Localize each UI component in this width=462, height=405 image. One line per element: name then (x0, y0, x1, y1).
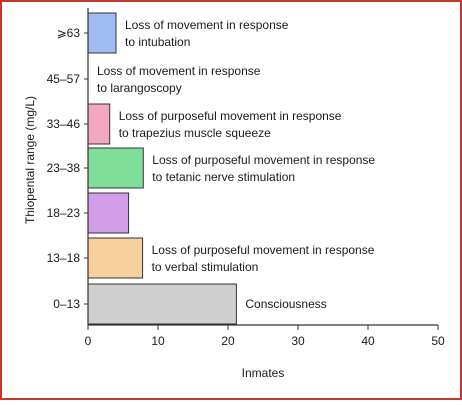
bar-0 (87, 283, 237, 325)
y-tick-label-6: ⩾63 (57, 26, 81, 40)
y-ticks-group: 0–13 13–18 18–23 23–38 33–46 45–57 ⩾63 (47, 26, 88, 311)
bar-4 (87, 103, 111, 145)
y-tick-label-5: 45–57 (47, 72, 81, 86)
annotation-5-line-0: Loss of movement in response (97, 64, 261, 78)
annotation-3-line-0: Loss of purposeful movement in response (152, 153, 375, 167)
annotation-5-line-1: to larangoscopy (97, 81, 182, 95)
annotation-6-line-0: Loss of movement in response (125, 18, 289, 32)
annotation-4-line-0: Loss of purposeful movement in response (119, 109, 342, 123)
x-tick-label-0: 0 (85, 334, 92, 348)
x-ticks-group: 0 10 20 30 40 50 (85, 325, 445, 348)
y-tick-label-2: 18–23 (47, 206, 81, 220)
annotations-group: Consciousness Loss of purposeful movement… (97, 18, 375, 311)
bar-3 (87, 147, 144, 189)
y-tick-label-0: 0–13 (53, 297, 80, 311)
bars-group (87, 12, 237, 325)
bar-1 (87, 237, 144, 279)
y-axis-title: Thiopental range (mg/L) (23, 96, 37, 224)
x-tick-label-2: 20 (221, 334, 235, 348)
x-tick-label-5: 50 (431, 334, 445, 348)
x-tick-label-4: 40 (361, 334, 375, 348)
annotation-6-line-1: to intubation (125, 35, 190, 49)
y-tick-label-4: 33–46 (47, 117, 81, 131)
axes-group (87, 8, 438, 326)
annotation-0-line-0: Consciousness (245, 297, 326, 311)
annotation-1-line-1: to verbal stimulation (152, 260, 259, 274)
bar-6 (87, 12, 117, 54)
x-axis-title: Inmates (242, 366, 285, 380)
annotation-3-line-1: to tetanic nerve stimulation (152, 170, 295, 184)
bar-2 (87, 192, 130, 234)
y-tick-label-3: 23–38 (47, 161, 81, 175)
annotation-1-line-0: Loss of purposeful movement in response (152, 243, 375, 257)
x-tick-label-3: 30 (291, 334, 305, 348)
y-tick-label-1: 13–18 (47, 251, 81, 265)
annotation-4-line-1: to trapezius muscle squeeze (119, 126, 271, 140)
x-tick-label-1: 10 (151, 334, 165, 348)
